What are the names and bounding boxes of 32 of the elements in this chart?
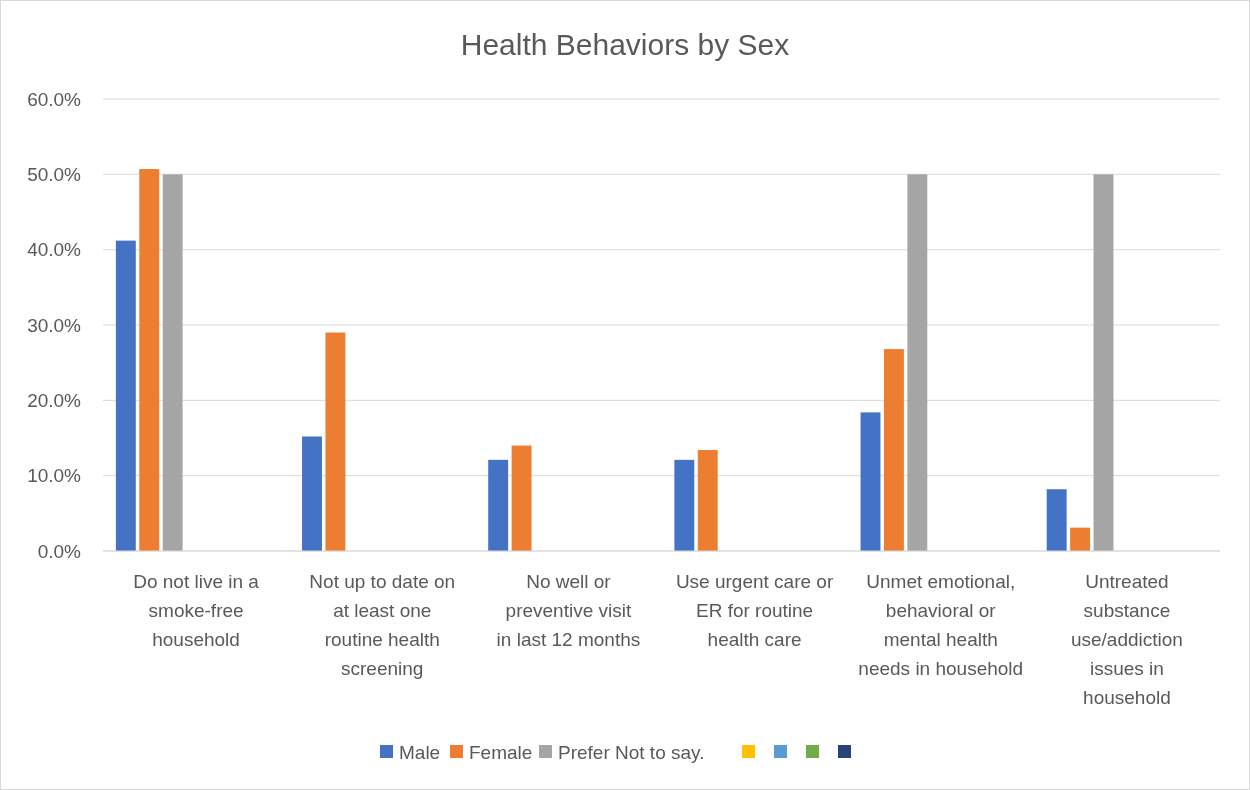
x-tick-label: Do not live in a smoke-free household [133, 571, 260, 650]
y-tick-label: 0.0% [37, 540, 82, 562]
bar [115, 240, 136, 551]
x-tick-label: Not up to date on at least one routine health screening [309, 571, 456, 679]
legend-label: Prefer Not to say. [558, 741, 705, 763]
y-tick-label: 20.0% [27, 389, 82, 411]
bar [488, 459, 509, 551]
x-tick-label: Use urgent care or ER for routine health care [675, 571, 834, 650]
bar [883, 349, 904, 551]
y-tick-label: 30.0% [27, 314, 82, 336]
bar [674, 459, 695, 551]
legend-label: Male [399, 741, 441, 763]
legend-label: Female [469, 741, 533, 763]
bar [1093, 174, 1114, 551]
x-tick-label: Untreated substance use/addiction issues in household [1070, 571, 1183, 708]
x-tick-label: No well or preventive visit in last 12 months [496, 571, 641, 650]
y-tick-label: 50.0% [27, 163, 82, 185]
bar [162, 174, 183, 551]
y-tick-label: 10.0% [27, 465, 82, 487]
y-tick-label: 40.0% [27, 239, 82, 261]
bar [325, 332, 346, 551]
bar [907, 174, 928, 551]
bar [139, 169, 160, 551]
bar [511, 445, 532, 551]
bar [697, 450, 718, 551]
x-tick-label: Unmet emotional, behavioral or mental health needs in household [858, 571, 1024, 679]
bar [860, 412, 881, 551]
bar [1070, 527, 1091, 551]
y-tick-label: 60.0% [27, 88, 82, 110]
chart-title: Health Behaviors by Sex [460, 28, 790, 61]
bar [1046, 489, 1067, 551]
bar [302, 436, 322, 551]
